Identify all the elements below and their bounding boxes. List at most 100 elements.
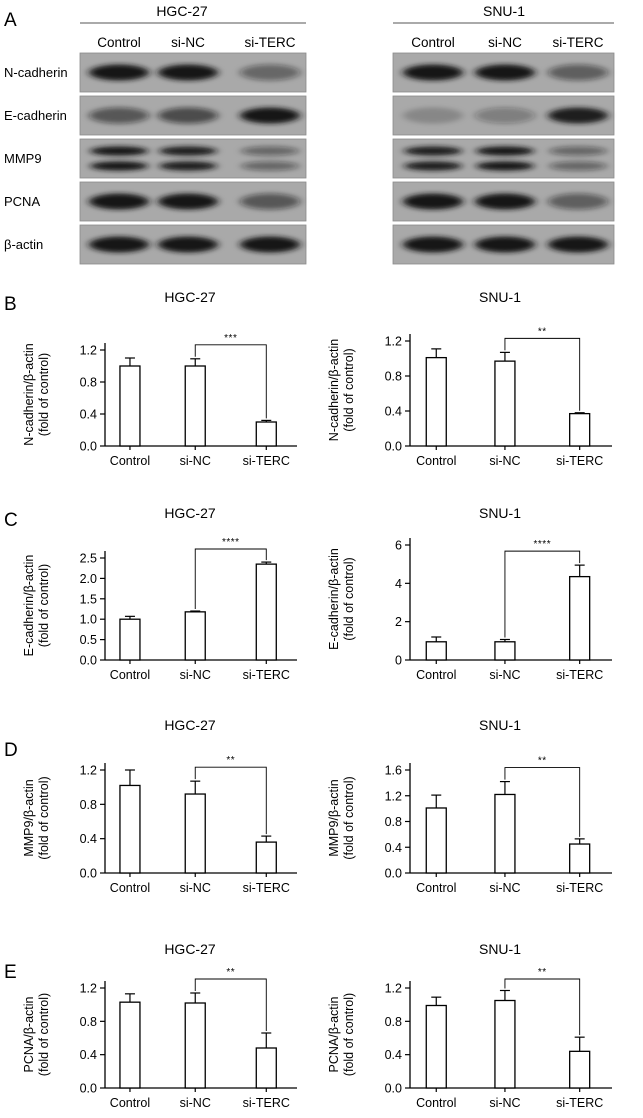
bar — [494, 360, 516, 447]
y-axis-label: PCNA/β-actin — [22, 996, 36, 1072]
x-tick-label: si-NC — [180, 1096, 211, 1110]
y-tick-label: 1.6 — [385, 764, 402, 778]
y-tick-label: 0.0 — [80, 440, 97, 454]
bar — [494, 793, 516, 874]
y-tick-label: 0.0 — [80, 654, 97, 668]
significance-label: *** — [224, 333, 237, 344]
protein-label-beta-actin: β-actin — [4, 237, 43, 252]
significance-bracket — [194, 978, 267, 1031]
blot-band — [404, 161, 462, 171]
blot-band — [159, 146, 217, 156]
x-tick-label: si-TERC — [556, 1096, 603, 1110]
blot-strip — [392, 138, 615, 179]
x-tick-label: si-NC — [180, 454, 211, 468]
y-tick-label: 0.8 — [385, 370, 402, 384]
chart-c-hgc27: HGC-27 0.0 0.5 1.0 1.5 2.0 2.5 E-cadherin/β-act… — [22, 505, 297, 682]
x-tick-label: si-NC — [489, 881, 520, 895]
lane-label-si-terc: si-TERC — [553, 35, 604, 50]
y-tick-label: 0.8 — [80, 798, 97, 812]
bar — [425, 641, 447, 661]
significance-label: **** — [222, 537, 240, 548]
x-tick-label: si-NC — [489, 1096, 520, 1110]
blot-band — [90, 161, 148, 171]
blot-band — [241, 161, 299, 171]
y-axis-label: N-cadherin/β-actin — [22, 343, 36, 445]
bar — [255, 421, 277, 447]
bar — [425, 807, 447, 874]
blot-band — [89, 193, 149, 210]
y-tick-label: 0.0 — [385, 1082, 402, 1096]
blot-band — [549, 146, 607, 156]
panel-letter-c: C — [4, 510, 18, 531]
blot-band — [240, 193, 300, 210]
bar — [494, 641, 516, 661]
y-tick-label: 1.0 — [80, 613, 97, 627]
y-tick-label: 1.5 — [80, 592, 97, 606]
y-tick-label: 0.0 — [80, 1082, 97, 1096]
bar — [184, 365, 206, 447]
x-tick-label: si-TERC — [556, 668, 603, 682]
blot-band — [548, 64, 608, 81]
blot-band — [241, 146, 299, 156]
blot-band — [240, 236, 300, 253]
y-tick-label: 0.5 — [80, 633, 97, 647]
x-tick-label: si-TERC — [243, 881, 290, 895]
significance-label: **** — [534, 539, 552, 550]
chart-title: HGC-27 — [164, 505, 216, 521]
lane-label-control: Control — [97, 35, 141, 50]
x-tick-label: Control — [110, 668, 150, 682]
protein-label-e-cadherin: E-cadherin — [4, 108, 67, 123]
bar — [494, 999, 516, 1089]
significance-bracket — [504, 767, 581, 837]
y-tick-label: 1.2 — [80, 344, 97, 358]
x-tick-label: si-TERC — [556, 454, 603, 468]
y-tick-label: 0.0 — [385, 867, 402, 881]
x-tick-label: Control — [416, 881, 456, 895]
panel-letter-d: D — [4, 740, 18, 761]
blot-band — [89, 107, 149, 124]
blot-title-hgc27: HGC-27 — [156, 3, 208, 19]
panel-letter-a: A — [4, 10, 17, 31]
x-tick-label: si-TERC — [556, 881, 603, 895]
chart-d-snu1: SNU-1 0.0 0.4 0.8 1.2 1.6 MMP9/β-actin (fold of… — [327, 717, 612, 895]
chart-title: HGC-27 — [164, 717, 216, 733]
blot-band — [403, 107, 463, 124]
y-tick-label: 6 — [395, 539, 402, 553]
x-tick-label: Control — [110, 881, 150, 895]
western-blot-hgc27: HGC-27 Control si-NC si-TERC — [79, 3, 307, 265]
significance-label: ** — [538, 326, 547, 337]
blot-band — [240, 64, 300, 81]
x-tick-label: si-NC — [180, 668, 211, 682]
y-tick-label: 0.4 — [385, 405, 402, 419]
significance-label: ** — [226, 755, 235, 766]
blot-band — [404, 146, 462, 156]
y-axis-label-units: (fold of control) — [37, 993, 51, 1076]
x-tick-label: si-NC — [489, 668, 520, 682]
y-axis-label-units: (fold of control) — [342, 776, 356, 859]
significance-label: ** — [538, 756, 547, 767]
lane-label-control: Control — [411, 35, 455, 50]
bar — [255, 1047, 277, 1089]
blot-band — [158, 107, 218, 124]
y-axis-label-units: (fold of control) — [37, 353, 51, 436]
chart-title: HGC-27 — [164, 289, 216, 305]
significance-bracket — [504, 337, 581, 411]
y-tick-label: 0.8 — [80, 376, 97, 390]
panel-letter-b: B — [4, 294, 17, 315]
blot-band — [89, 64, 149, 81]
blot-title-snu1: SNU-1 — [483, 3, 525, 19]
y-tick-label: 0.8 — [80, 1015, 97, 1029]
y-tick-label: 0.4 — [385, 1048, 402, 1062]
y-axis-label-units: (fold of control) — [37, 776, 51, 859]
y-tick-label: 0 — [395, 654, 402, 668]
y-axis-label-units: (fold of control) — [37, 564, 51, 647]
blot-band — [475, 107, 535, 124]
y-axis-label-units: (fold of control) — [342, 348, 356, 431]
y-tick-label: 0.4 — [80, 1048, 97, 1062]
protein-label-n-cadherin: N-cadherin — [4, 65, 68, 80]
y-axis-label: MMP9/β-actin — [22, 779, 36, 856]
y-axis-label: N-cadherin/β-actin — [327, 339, 341, 441]
x-tick-label: si-TERC — [243, 1096, 290, 1110]
y-tick-label: 1.2 — [385, 982, 402, 996]
